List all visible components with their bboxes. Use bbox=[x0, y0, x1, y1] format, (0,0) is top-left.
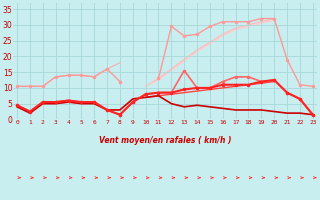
X-axis label: Vent moyen/en rafales ( km/h ): Vent moyen/en rafales ( km/h ) bbox=[99, 136, 231, 145]
